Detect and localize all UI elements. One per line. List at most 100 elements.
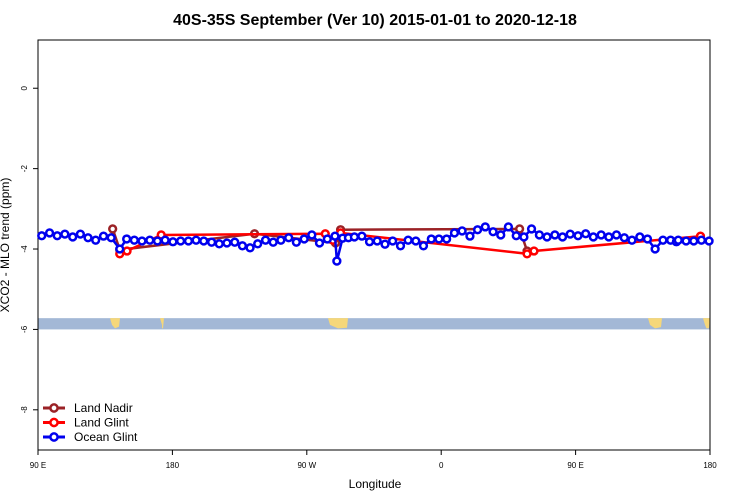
- data-point: [511, 231, 521, 241]
- legend-label: Land Nadir: [74, 401, 133, 415]
- data-point: [418, 241, 429, 251]
- data-point: [480, 222, 490, 232]
- y-tick-label: -8: [20, 406, 29, 414]
- data-point: [689, 236, 699, 246]
- data-point: [183, 236, 194, 246]
- data-point: [588, 232, 598, 242]
- data-point: [357, 231, 367, 241]
- data-point: [276, 235, 286, 245]
- data-point: [268, 237, 278, 247]
- data-point: [175, 236, 186, 246]
- data-point: [642, 234, 653, 244]
- data-point: [565, 229, 575, 239]
- data-point: [681, 236, 691, 246]
- data-point: [465, 231, 475, 241]
- data-point: [441, 234, 452, 244]
- data-point: [411, 236, 421, 246]
- x-axis-label: Longitude: [349, 477, 402, 491]
- data-point: [253, 239, 263, 249]
- data-point: [52, 231, 62, 241]
- data-point: [627, 235, 637, 245]
- x-tick-label: 90 E: [30, 461, 46, 470]
- data-point: [137, 236, 147, 246]
- data-point: [395, 241, 406, 251]
- data-point: [160, 235, 170, 245]
- y-tick-label: -6: [20, 325, 29, 333]
- data-point: [68, 232, 78, 242]
- data-point: [503, 222, 514, 232]
- data-point: [696, 235, 707, 245]
- data-point: [704, 236, 714, 246]
- data-point: [152, 236, 163, 246]
- data-point: [434, 234, 444, 244]
- data-point: [488, 227, 498, 237]
- data-point: [322, 234, 332, 244]
- data-point: [145, 235, 155, 245]
- land-mass: [110, 318, 120, 329]
- data-point: [529, 246, 539, 256]
- y-tick-label: -2: [20, 165, 29, 173]
- data-point: [237, 241, 248, 251]
- data-point: [619, 233, 629, 243]
- data-point: [260, 235, 271, 245]
- data-point: [596, 230, 606, 240]
- data-point: [75, 229, 86, 239]
- y-axis-label: XCO2 - MLO trend (ppm): [0, 178, 12, 313]
- data-point: [245, 243, 255, 253]
- data-point: [403, 235, 413, 245]
- x-axis: 90 E 180 90 W 0 90 E 180: [30, 450, 717, 470]
- data-point: [230, 237, 240, 247]
- data-point: [542, 232, 552, 242]
- x-tick-label: 180: [703, 461, 717, 470]
- data-point: [129, 235, 139, 245]
- data-point: [426, 234, 436, 244]
- land-mass: [703, 318, 710, 329]
- map-strip: [38, 318, 710, 330]
- data-point: [658, 235, 668, 245]
- y-tick-label: -4: [20, 245, 29, 253]
- data-point: [673, 235, 683, 245]
- y-axis: 0 -2 -4 -6 -8: [20, 85, 38, 413]
- data-point: [44, 228, 55, 238]
- land-mass: [328, 318, 348, 329]
- series-layer: [37, 222, 714, 266]
- data-point: [83, 233, 93, 243]
- data-point: [307, 230, 317, 240]
- data-point: [519, 232, 529, 242]
- data-point: [214, 239, 224, 249]
- x-tick-label: 90 W: [297, 461, 316, 470]
- data-point: [557, 232, 568, 242]
- data-point: [581, 229, 591, 239]
- data-point: [332, 256, 342, 266]
- legend-label: Ocean Glint: [74, 430, 138, 444]
- chart-title: 40S-35S September (Ver 10) 2015-01-01 to…: [173, 12, 577, 29]
- data-point: [457, 226, 467, 236]
- data-point: [206, 237, 217, 247]
- land-mass: [648, 318, 662, 329]
- data-point: [604, 232, 614, 242]
- x-tick-label: 90 E: [567, 461, 583, 470]
- data-point: [550, 230, 560, 240]
- data-point: [380, 239, 390, 249]
- data-point: [37, 231, 47, 241]
- data-point: [115, 244, 125, 254]
- data-point: [534, 230, 545, 240]
- data-point: [122, 234, 132, 244]
- data-point: [91, 235, 101, 245]
- data-point: [472, 225, 483, 235]
- data-point: [349, 232, 360, 242]
- data-point: [496, 230, 506, 240]
- data-point: [388, 236, 398, 246]
- data-point: [284, 233, 294, 243]
- data-point: [191, 235, 201, 245]
- data-point: [98, 231, 109, 241]
- land-mass: [160, 318, 164, 329]
- data-point: [108, 224, 118, 234]
- legend-label: Land Glint: [74, 416, 129, 430]
- data-point: [330, 231, 340, 241]
- map-land: [110, 318, 710, 329]
- data-point: [635, 232, 645, 242]
- data-point: [364, 237, 375, 247]
- data-point: [122, 246, 132, 256]
